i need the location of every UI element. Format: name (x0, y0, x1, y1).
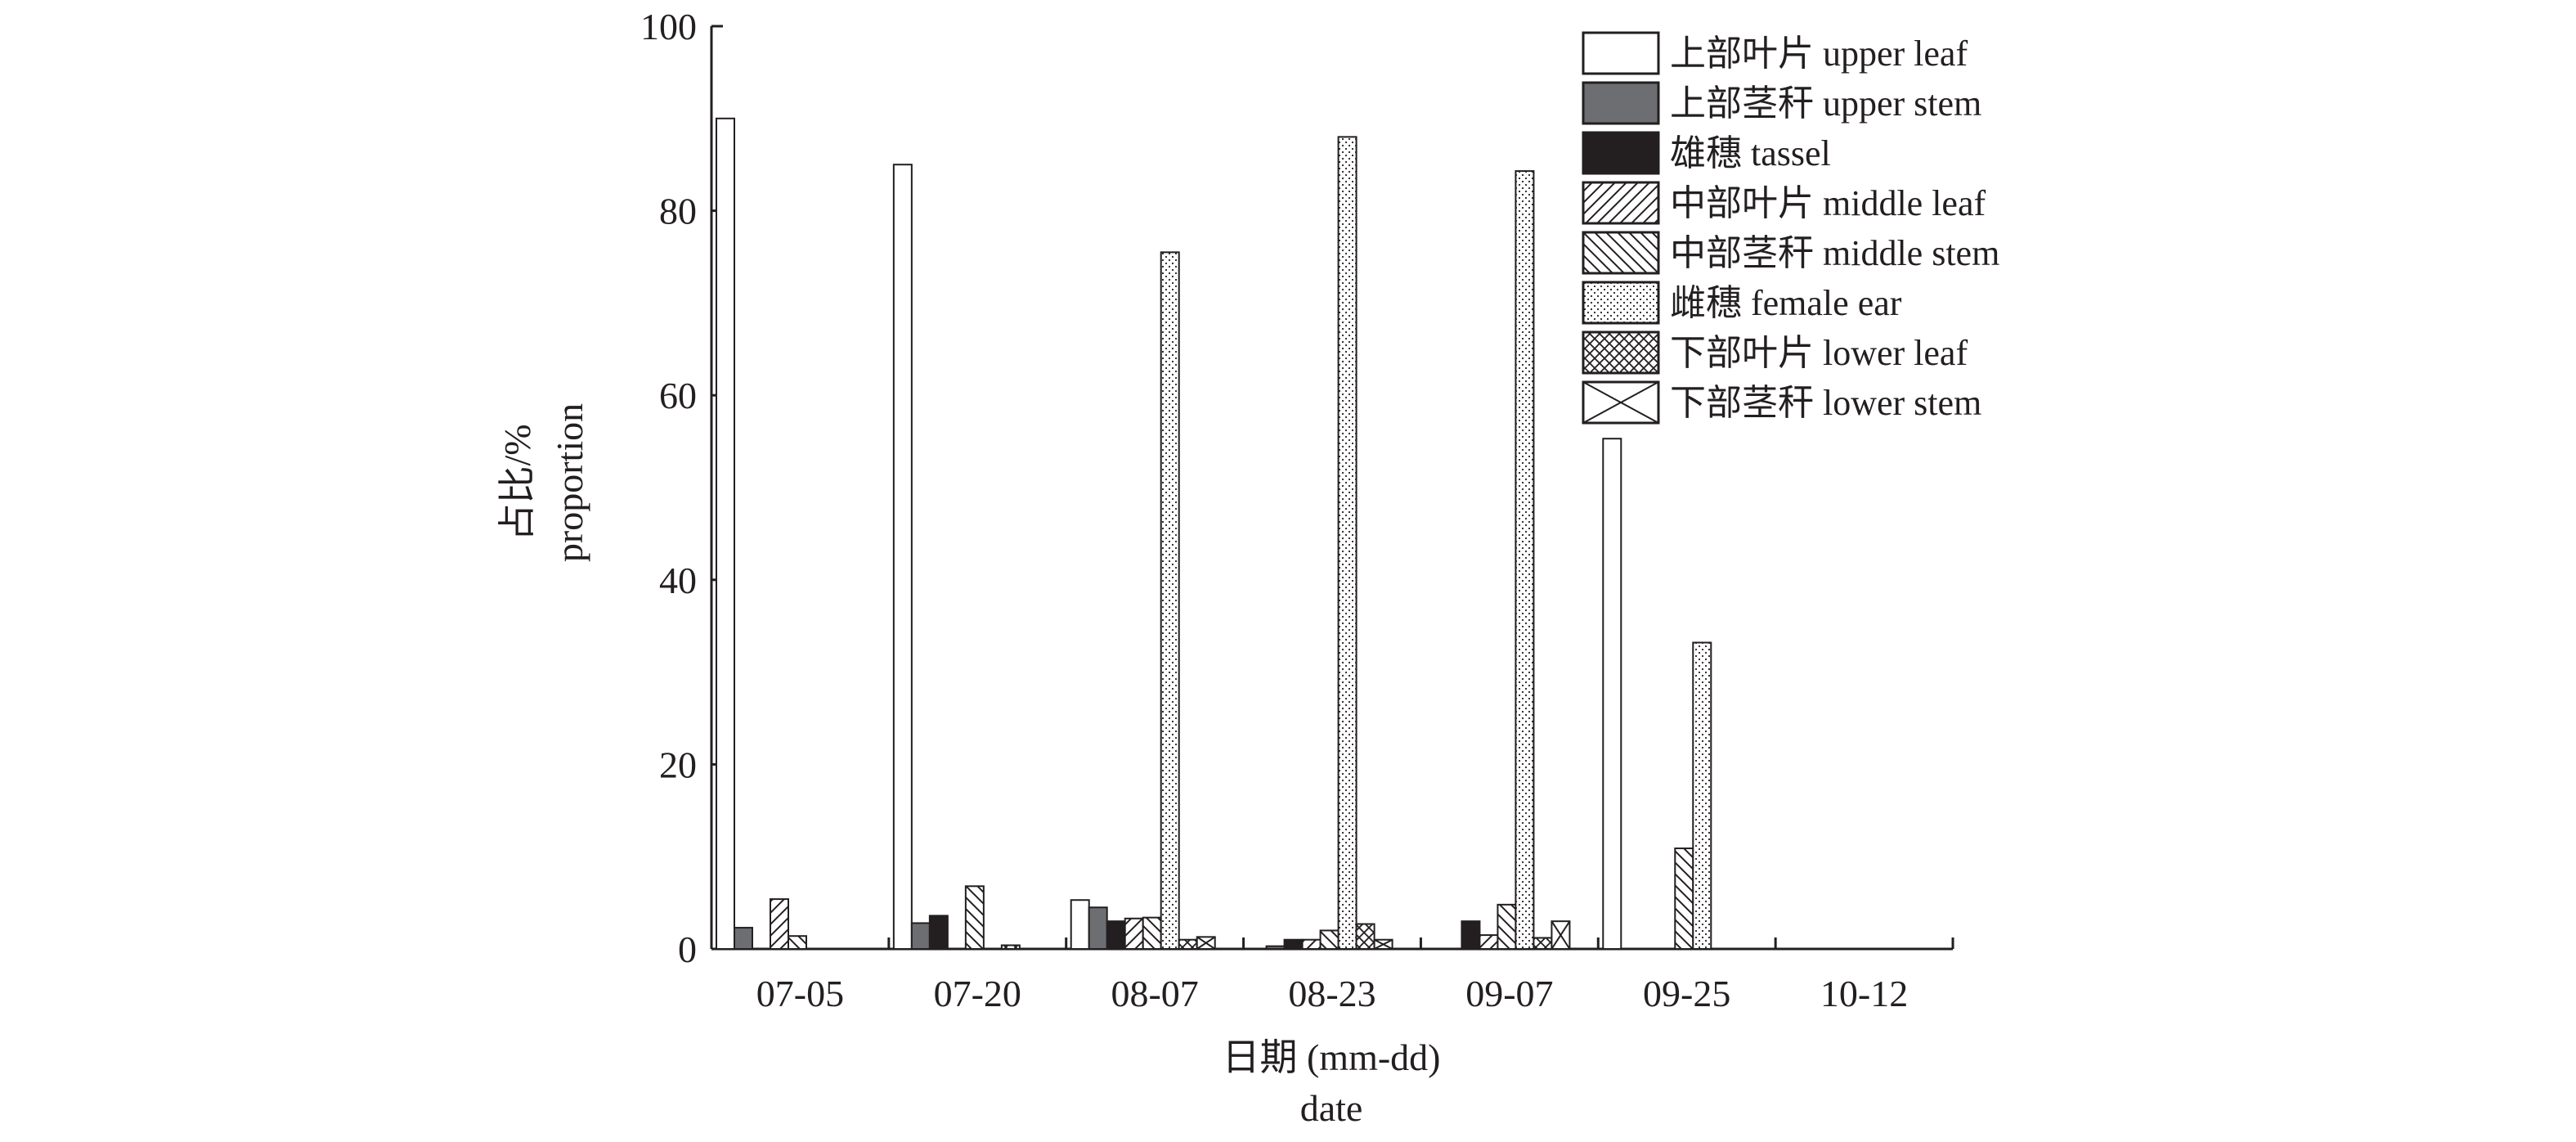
y-tick-label: 0 (678, 928, 697, 970)
bar (1461, 920, 1481, 951)
bar-cross-mark (1374, 938, 1393, 950)
legend-swatch (1582, 81, 1660, 125)
axes: 0 20 40 60 80 100 07-05 07-20 08-07 08-23 09-07 09-… (640, 6, 1954, 1014)
legend-swatch (1582, 231, 1660, 275)
bar-cross-mark (1196, 936, 1216, 950)
x-tick-label: 09-25 (1643, 973, 1730, 1014)
bar (1479, 934, 1499, 950)
bar (1355, 923, 1376, 950)
x-tick-label: 10-12 (1820, 973, 1908, 1014)
legend-swatch (1582, 181, 1660, 225)
bar (1088, 906, 1108, 950)
bar (1301, 938, 1322, 950)
bar (1319, 929, 1340, 950)
legend-label: 上部茎秆 upper stem (1670, 83, 1981, 124)
bar (1515, 170, 1535, 950)
bar (1674, 848, 1694, 950)
bar (1142, 916, 1162, 950)
legend-swatch (1582, 330, 1660, 375)
legend-swatch (1582, 281, 1660, 325)
bar (1000, 944, 1021, 951)
bar (1283, 938, 1304, 950)
y-tick-label: 60 (659, 375, 697, 416)
bar (1337, 136, 1358, 951)
x-tick-label: 08-23 (1288, 973, 1376, 1014)
legend-label: 下部茎秆 lower stem (1670, 383, 1981, 423)
bar (716, 117, 735, 951)
bar (788, 935, 807, 951)
legend-label: 中部茎秆 middle stem (1670, 233, 1999, 273)
bar (910, 922, 931, 951)
x-axis-label-en: date (1300, 1087, 1363, 1129)
y-axis-label-en: proportion (549, 403, 590, 562)
bar (1106, 920, 1126, 951)
bar (770, 898, 789, 951)
x-tick-label: 09-07 (1465, 973, 1553, 1014)
bar (1178, 938, 1198, 950)
x-axis-label: 日期 (mm-dd) (1222, 1036, 1440, 1078)
legend: 上部叶片 upper leaf 上部茎秆 upper stem 雄穗 tassel 中… (1582, 31, 1999, 425)
legend-label: 上部叶片 upper leaf (1670, 34, 1968, 74)
legend-swatch (1582, 131, 1660, 175)
y-tick-label: 80 (659, 191, 697, 232)
legend-label: 雌穗 female ear (1670, 283, 1902, 323)
legend-swatch (1582, 31, 1660, 75)
bar (1124, 917, 1144, 950)
bars (716, 117, 1712, 951)
bar (1497, 903, 1517, 950)
bar-cross-mark (1582, 381, 1659, 424)
bar (1265, 945, 1286, 950)
bar (1692, 641, 1712, 951)
bar (1160, 251, 1180, 950)
x-tick-label: 07-20 (934, 973, 1021, 1014)
bar (964, 885, 985, 951)
y-tick-label: 100 (640, 6, 697, 47)
bar (1070, 899, 1090, 950)
y-tick-label: 40 (659, 560, 697, 601)
bar (1602, 438, 1622, 950)
bar (1533, 937, 1553, 950)
x-tick-label: 08-07 (1111, 973, 1198, 1014)
y-tick-label: 20 (659, 744, 697, 785)
x-tick-label: 07-05 (756, 973, 844, 1014)
bar-cross-mark (1551, 920, 1571, 950)
legend-label: 中部叶片 middle leaf (1670, 183, 1986, 223)
bar (734, 927, 753, 951)
legend-label: 雄穗 tassel (1670, 133, 1831, 173)
bar (892, 164, 913, 950)
bar (928, 915, 949, 950)
y-axis-label: 占比/% (496, 424, 538, 541)
legend-label: 下部叶片 lower leaf (1670, 333, 1968, 373)
